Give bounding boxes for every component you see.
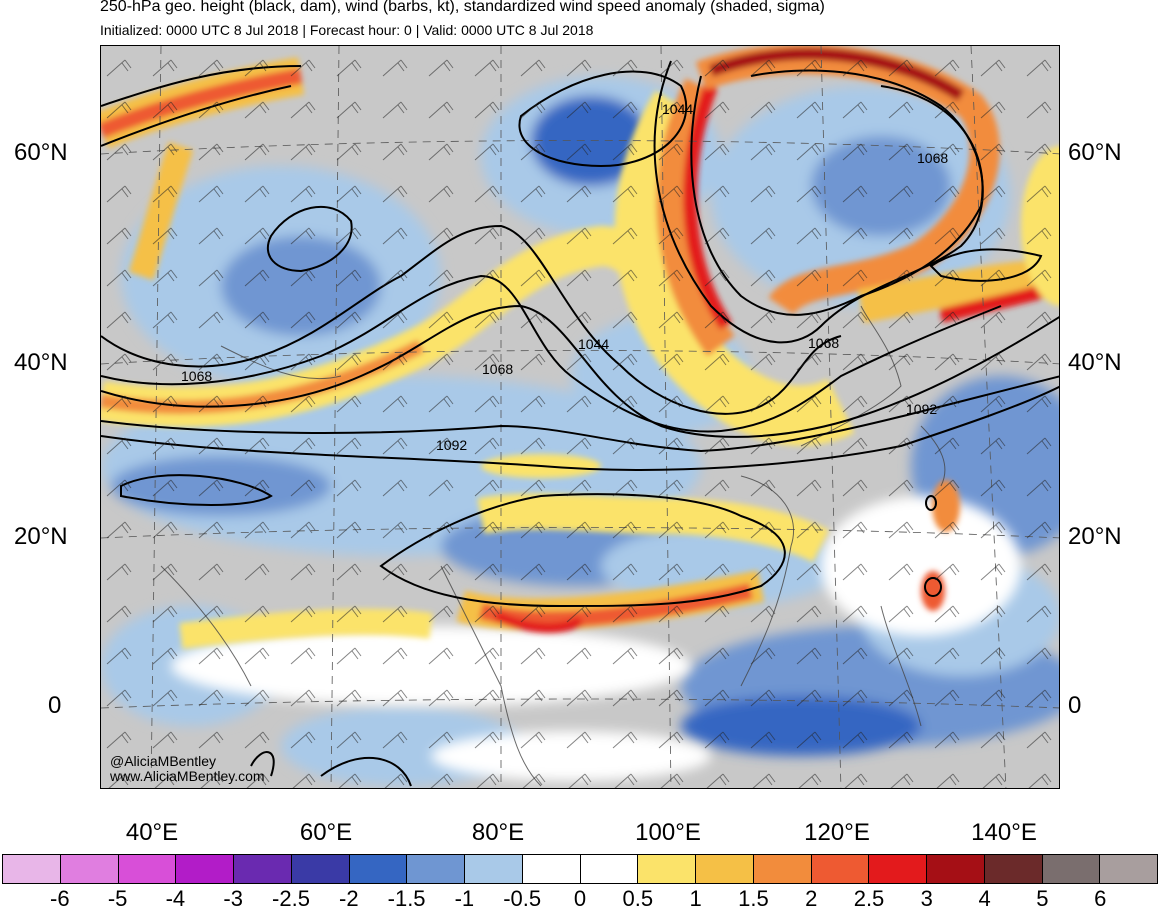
- contour-label: 1068: [482, 361, 514, 377]
- wind-barbs: [101, 46, 1059, 788]
- colorbar-swatch: [465, 855, 523, 883]
- map-subtitle: Initialized: 0000 UTC 8 Jul 2018 | Forec…: [100, 22, 594, 38]
- colorbar-tick-label: -3: [223, 886, 243, 911]
- lat-label-right: 60°N: [1068, 139, 1122, 166]
- colorbar-tick-label: 1.5: [738, 886, 769, 911]
- colorbar-swatch: [753, 855, 812, 883]
- colorbar-tick-label: 1: [689, 886, 702, 911]
- credit-site: www.AliciaMBentley.com: [110, 768, 265, 784]
- contour-label: 1068: [917, 150, 949, 166]
- colorbar-swatch: [984, 855, 1043, 883]
- lat-label-left: 60°N: [14, 139, 68, 166]
- colorbar-swatch: [522, 855, 581, 883]
- contour-label: 1068: [181, 368, 213, 384]
- colorbar-swatch: [3, 855, 61, 883]
- colorbar-tick-label: 6: [1094, 886, 1107, 911]
- colorbar-tick-label: 0.5: [622, 886, 654, 911]
- colorbar-tick-label: 2.5: [853, 886, 885, 911]
- colorbar-swatch: [1100, 855, 1157, 883]
- colorbar-tick-label: -2: [339, 886, 359, 911]
- colorbar-swatch: [118, 855, 177, 883]
- colorbar-swatch: [638, 855, 696, 883]
- lat-label-right: 0: [1068, 692, 1082, 719]
- colorbar-swatch: [811, 855, 870, 883]
- colorbar-tick-label: -6: [50, 886, 70, 911]
- lon-label: 120°E: [804, 819, 870, 846]
- colorbar-tick-label: 0: [573, 886, 587, 911]
- colorbar-tick-label: -4: [165, 886, 186, 911]
- credit-handle: @AliciaMBentley: [110, 753, 217, 769]
- map-title: 250-hPa geo. height (black, dam), wind (…: [100, 0, 825, 15]
- colorbar-swatch: [349, 855, 408, 883]
- colorbar-swatch: [927, 855, 985, 883]
- contour-label: 1044: [662, 101, 694, 117]
- colorbar-tick-label: 2: [805, 886, 818, 911]
- colorbar-tick-label: -1: [454, 886, 475, 911]
- lat-label-left: 40°N: [14, 349, 68, 376]
- colorbar-swatch: [407, 855, 465, 883]
- colorbar-swatch: [60, 855, 119, 883]
- map-panel: [100, 45, 1060, 789]
- colorbar-swatch: [176, 855, 234, 883]
- colorbar: [2, 854, 1158, 884]
- contour-label: 1068: [808, 335, 840, 351]
- colorbar-swatch: [291, 855, 350, 883]
- contour-label: 1092: [906, 401, 938, 417]
- colorbar-tick-label: -5: [107, 886, 128, 911]
- lat-label-right: 20°N: [1068, 523, 1122, 550]
- colorbar-swatch: [869, 855, 927, 883]
- lon-label: 40°E: [125, 819, 179, 846]
- lon-label: 60°E: [299, 819, 353, 846]
- colorbar-tick-label: -0.5: [503, 886, 542, 911]
- lat-label-right: 40°N: [1068, 349, 1122, 376]
- contour-label: 1092: [436, 437, 468, 453]
- colorbar-tick-label: -1.5: [387, 886, 426, 911]
- colorbar-tick-label: 4: [978, 886, 991, 911]
- contour-label: 1044: [578, 336, 610, 352]
- colorbar-swatch: [234, 855, 292, 883]
- weather-map-graphic: [101, 46, 1059, 788]
- lon-label: 140°E: [971, 819, 1037, 846]
- colorbar-tick-label: 5: [1036, 886, 1049, 911]
- colorbar-swatch: [580, 855, 639, 883]
- lon-label: 100°E: [635, 819, 701, 846]
- colorbar-tick-label: 3: [920, 886, 933, 911]
- colorbar-tick-label: -2.5: [272, 886, 310, 911]
- colorbar-swatch: [696, 855, 754, 883]
- lon-label: 80°E: [471, 819, 525, 846]
- lat-label-left: 20°N: [14, 523, 68, 550]
- lat-label-left: 0: [48, 692, 62, 719]
- colorbar-swatch: [1042, 855, 1101, 883]
